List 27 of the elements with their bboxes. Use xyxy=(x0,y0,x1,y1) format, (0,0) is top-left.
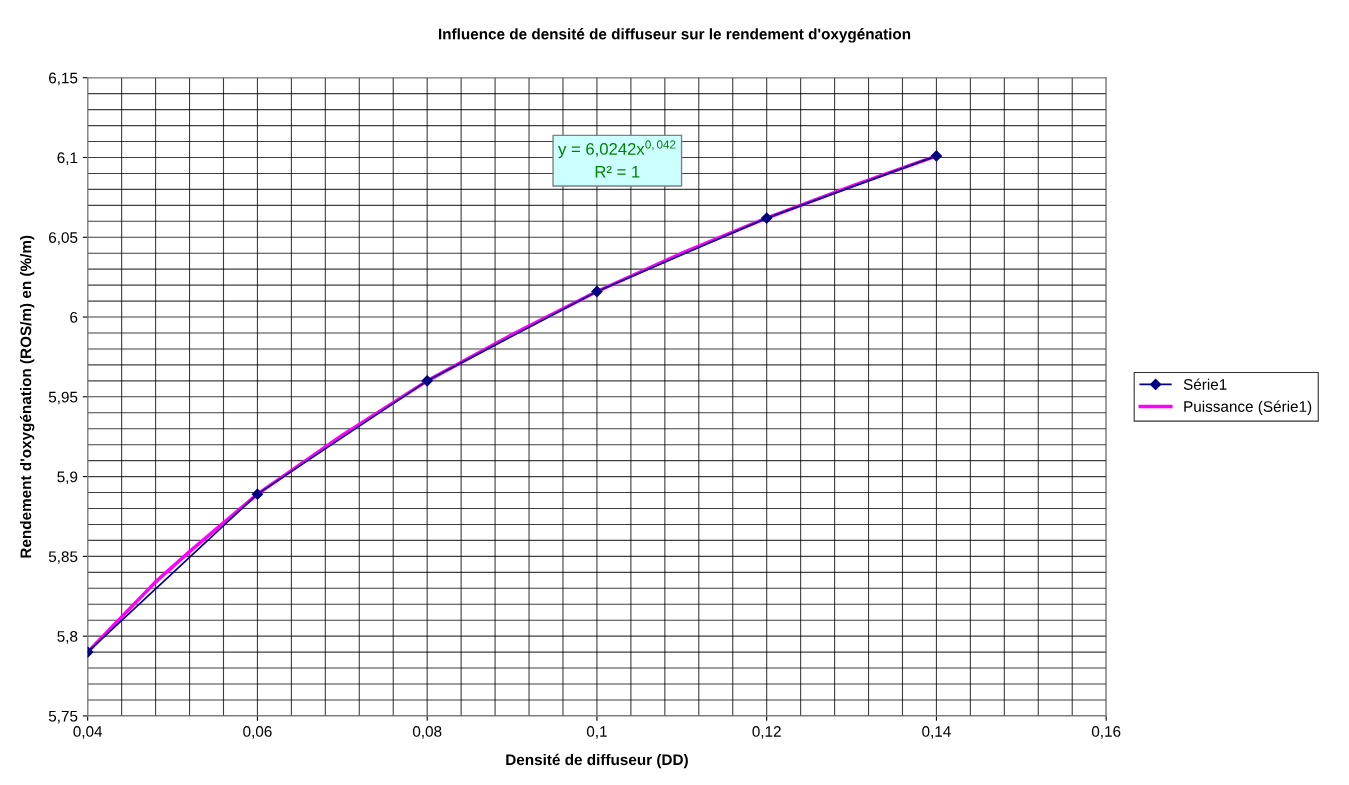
point xyxy=(421,375,433,387)
x-tick-label: 0,06 xyxy=(243,726,272,739)
x-tick-label: 0,04 xyxy=(73,726,103,739)
y-tick-label: 6,05 xyxy=(49,232,78,245)
y-tick-label: 5,75 xyxy=(48,710,78,724)
legend-label: Série1 xyxy=(1183,378,1227,390)
x-tick-label: 0,12 xyxy=(752,726,781,739)
y-axis-title: Rendement d'oxygénation (ROS/m) en (%/m) xyxy=(19,235,35,558)
y-tick-label: 5,85 xyxy=(48,551,78,564)
x-tick-label: 0,08 xyxy=(412,726,442,739)
y-tick-label: 6,1 xyxy=(57,152,78,165)
point xyxy=(591,285,603,298)
point xyxy=(761,212,773,224)
x-tick-label: 0,14 xyxy=(922,726,951,739)
chart-title: Influence de densité de diffuseur sur le rendement d'oxygénation xyxy=(439,28,911,43)
y-tick-label: 5,9 xyxy=(57,471,78,485)
point xyxy=(930,150,943,162)
x-tick-label: 0,1 xyxy=(586,726,607,739)
legend-label: Puissance (Série1) xyxy=(1184,400,1312,415)
y-tick-label: 5,8 xyxy=(57,631,78,644)
x-axis-title: Densité de diffuseur (DD) xyxy=(506,753,688,769)
point xyxy=(251,488,264,500)
y-tick-label: 6,15 xyxy=(49,72,78,86)
y-tick-label: 6 xyxy=(70,311,78,323)
y-tick-label: 5,95 xyxy=(48,391,78,405)
x-tick-label: 0,16 xyxy=(1091,726,1121,739)
text: y = 6,0242x$^{0,042}$ R² = 1 xyxy=(558,140,676,178)
